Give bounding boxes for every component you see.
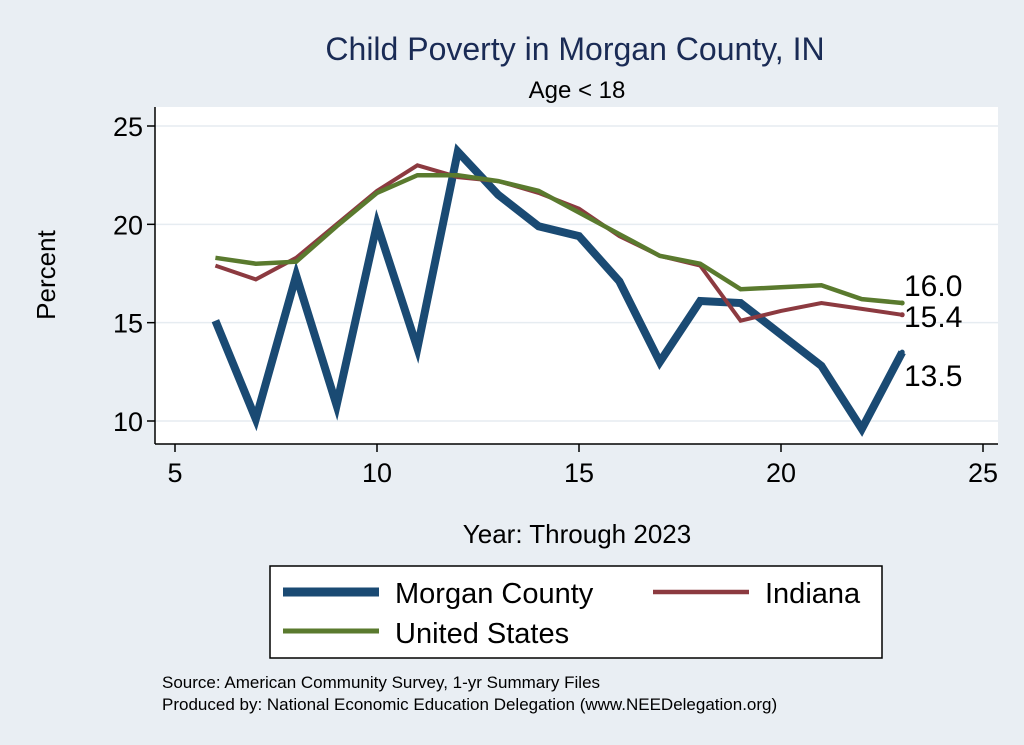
chart-title: Child Poverty in Morgan County, IN (325, 31, 824, 67)
legend-label-indiana: Indiana (765, 578, 861, 610)
series-lines (211, 143, 906, 437)
end-labels: 13.5 15.416.0 (904, 270, 962, 393)
chart-subtitle: Age < 18 (529, 77, 626, 104)
x-axis-label: Year: Through 2023 (463, 519, 691, 549)
y-tick-label: 25 (113, 112, 143, 142)
x-tick-label: 10 (362, 458, 392, 488)
end-label-united-states: 16.0 (904, 270, 962, 303)
x-tick-label: 25 (968, 458, 998, 488)
y-tick-label: 20 (113, 210, 143, 240)
end-label-indiana: 15.4 (904, 301, 962, 334)
source-note: Source: American Community Survey, 1-yr … (162, 673, 600, 692)
x-tick-label: 5 (167, 458, 182, 488)
legend-box (269, 565, 883, 659)
series-line-united-states (215, 172, 903, 306)
series-line-morgan-county (211, 143, 906, 437)
axes: 10 15 20 25 5 10 15 20 25 (113, 107, 998, 488)
legend: Morgan County Indiana United States (269, 565, 883, 659)
end-point-morgan-county (899, 349, 905, 355)
y-tick-label: 15 (113, 309, 143, 339)
legend-label-morgan-county: Morgan County (395, 578, 594, 610)
y-axis-label: Percent (31, 229, 61, 319)
x-tick-label: 20 (766, 458, 796, 488)
plot-area (155, 107, 998, 444)
end-point-indiana (899, 312, 905, 318)
produced-note: Produced by: National Economic Education… (162, 695, 777, 714)
end-label-morgan-county: 13.5 (904, 360, 962, 393)
y-tick-label: 10 (113, 407, 143, 437)
legend-label-united-states: United States (395, 618, 569, 650)
x-tick-label: 15 (564, 458, 594, 488)
end-point-united-states (899, 300, 905, 306)
